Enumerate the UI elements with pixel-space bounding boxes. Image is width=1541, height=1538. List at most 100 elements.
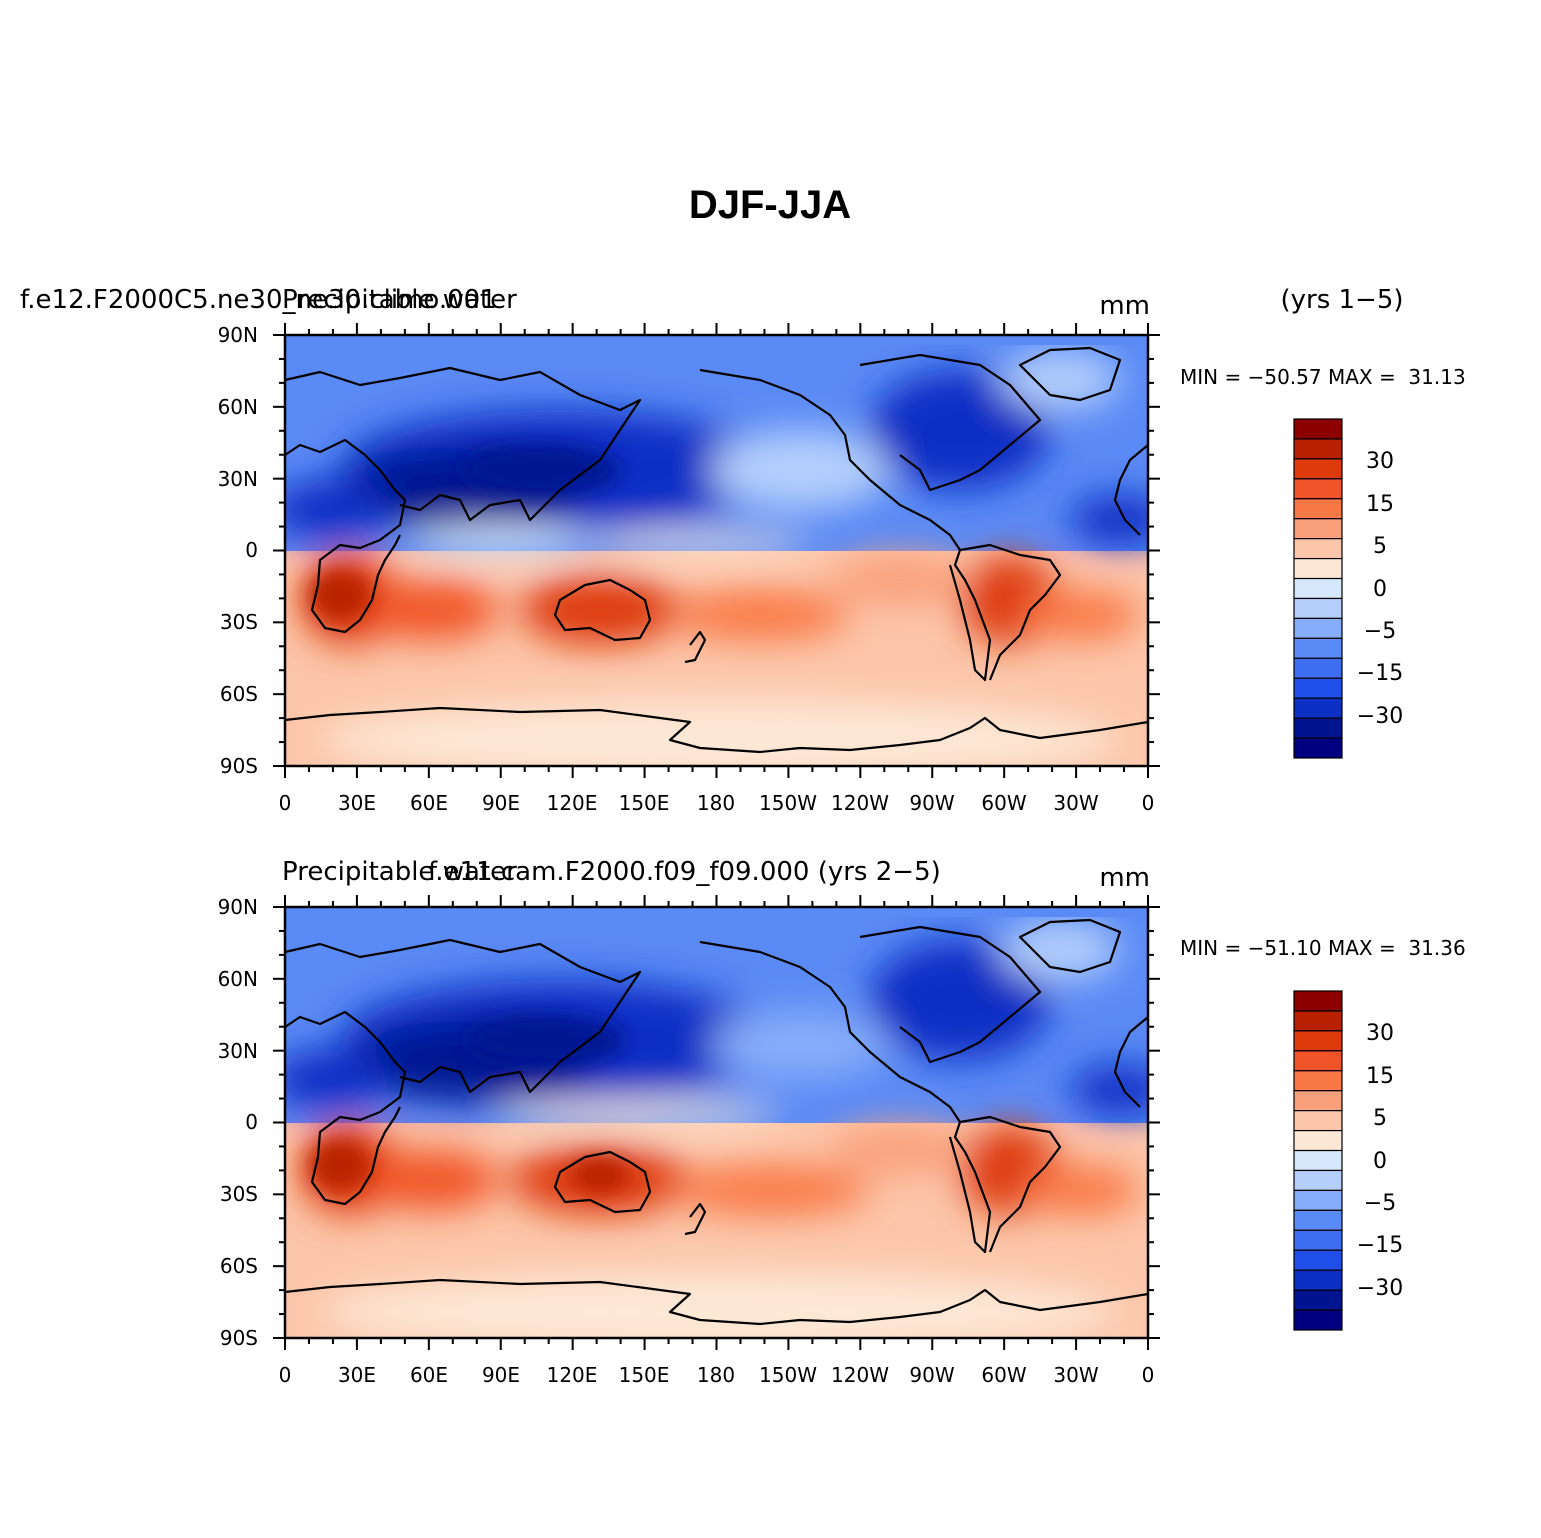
x-tick-labels: 0 30E 60E 90E 120E 150E 180 150W 120W 90… — [279, 791, 1155, 815]
colorbar-swatch — [1293, 1070, 1343, 1092]
y-tick-label: 60S — [220, 682, 258, 706]
colorbar-labels: 30 15 5 0 −5 −15 −30 — [1357, 449, 1403, 729]
colorbar-swatch — [1293, 438, 1343, 460]
x-tick-label: 120W — [831, 791, 889, 815]
panel-years: (yrs 1−5) — [1280, 285, 1403, 315]
colorbar-label: −15 — [1357, 1233, 1403, 1258]
x-tick-label: 30E — [338, 1363, 376, 1387]
colorbar-swatch — [1293, 990, 1343, 1012]
axis-ticks — [273, 323, 1160, 778]
colorbar-label: 0 — [1373, 1149, 1387, 1174]
x-tick-label: 150W — [759, 791, 817, 815]
colorbar-labels: 30 15 5 0 −5 −15 −30 — [1357, 1021, 1403, 1301]
y-tick-label: 0 — [245, 1110, 258, 1134]
x-tick-label: 90E — [482, 1363, 520, 1387]
colorbar-swatch — [1293, 1110, 1343, 1132]
panel-center-title: f.e11.cam.F2000.f09_f09.000 (yrs 2−5) — [428, 857, 941, 887]
map-field — [285, 907, 1148, 1338]
colorbar-swatch — [1293, 518, 1343, 540]
map-field — [285, 335, 1148, 766]
panel-bottom: Precipitable water f.e11.cam.F2000.f09_f… — [218, 857, 1466, 1387]
min-max-label: MIN = −50.57 MAX = 31.13 — [1180, 365, 1466, 389]
colorbar-swatch — [1293, 657, 1343, 679]
x-tick-label: 150E — [619, 791, 670, 815]
x-tick-label: 180 — [697, 791, 735, 815]
colorbar-swatch — [1293, 1010, 1343, 1032]
panel-top: f.e12.F2000C5.ne30_ne30.climo.001 Precip… — [20, 285, 1466, 815]
x-tick-label: 180 — [697, 1363, 735, 1387]
panel-left-title: Precipitable water — [282, 857, 517, 887]
colorbar-swatch — [1293, 577, 1343, 600]
y-tick-label: 90S — [220, 1326, 258, 1350]
colorbar-swatch — [1293, 737, 1343, 759]
x-tick-label: 90E — [482, 791, 520, 815]
y-tick-label: 30S — [220, 1182, 258, 1206]
x-tick-label: 60E — [410, 791, 448, 815]
colorbar-label: 15 — [1366, 492, 1394, 517]
coastlines — [284, 918, 1149, 1326]
y-tick-label: 60N — [218, 395, 258, 419]
y-tick-label: 60S — [220, 1254, 258, 1278]
page-title: DJF-JJA — [689, 183, 851, 227]
colorbar-label: −5 — [1364, 619, 1396, 644]
x-tick-label: 30E — [338, 791, 376, 815]
x-tick-label: 120W — [831, 1363, 889, 1387]
x-tick-label: 150E — [619, 1363, 670, 1387]
colorbar-swatch — [1293, 697, 1343, 719]
colorbar-swatch — [1293, 597, 1343, 620]
colorbar-swatch — [1293, 1229, 1343, 1251]
colorbar-swatch — [1293, 1249, 1343, 1271]
colorbar-swatch — [1293, 677, 1343, 699]
colorbar-swatch — [1293, 458, 1343, 480]
colorbar-swatch — [1293, 717, 1343, 739]
colorbar-label: 30 — [1366, 449, 1394, 474]
colorbar-swatch — [1293, 538, 1343, 560]
min-max-label: MIN = −51.10 MAX = 31.36 — [1180, 936, 1466, 960]
colorbar — [1293, 418, 1343, 759]
colorbar-label: 5 — [1373, 1106, 1387, 1131]
y-tick-label: 0 — [245, 538, 258, 562]
y-tick-label: 90N — [218, 895, 258, 919]
y-tick-label: 30S — [220, 610, 258, 634]
panel-center-title: Precipitable water — [282, 285, 517, 315]
x-tick-label: 60W — [981, 1363, 1026, 1387]
x-tick-label: 90W — [909, 791, 954, 815]
panel-units: mm — [1099, 863, 1150, 893]
y-tick-labels: 90N 60N 30N 0 30S 60S 90S — [218, 323, 258, 778]
y-tick-labels: 90N 60N 30N 0 30S 60S 90S — [218, 895, 258, 1350]
colorbar-swatch — [1293, 1289, 1343, 1311]
colorbar-swatch — [1293, 617, 1343, 639]
colorbar-swatch — [1293, 1030, 1343, 1052]
colorbar-swatch — [1293, 418, 1343, 440]
x-tick-label: 90W — [909, 1363, 954, 1387]
x-tick-label: 150W — [759, 1363, 817, 1387]
colorbar-label: −5 — [1364, 1191, 1396, 1216]
x-tick-label: 120E — [547, 1363, 598, 1387]
colorbar-label: 0 — [1373, 577, 1387, 602]
x-tick-label: 120E — [547, 791, 598, 815]
x-tick-label: 60W — [981, 791, 1026, 815]
colorbar-swatch — [1293, 1269, 1343, 1291]
colorbar-label: −30 — [1357, 704, 1403, 729]
colorbar-swatch — [1293, 1050, 1343, 1072]
x-tick-label: 0 — [279, 791, 292, 815]
panel-left-title: f.e12.F2000C5.ne30_ne30.climo.001 — [20, 285, 497, 315]
colorbar-swatch — [1293, 1129, 1343, 1152]
y-tick-label: 90S — [220, 754, 258, 778]
x-tick-label: 0 — [279, 1363, 292, 1387]
colorbar-label: −15 — [1357, 661, 1403, 686]
y-tick-label: 30N — [218, 467, 258, 491]
y-tick-label: 30N — [218, 1039, 258, 1063]
y-tick-label: 60N — [218, 967, 258, 991]
axis-ticks — [273, 895, 1160, 1350]
colorbar-swatch — [1293, 557, 1343, 580]
colorbar-swatch — [1293, 637, 1343, 659]
colorbar-label: 30 — [1366, 1021, 1394, 1046]
colorbar-swatch — [1293, 1169, 1343, 1192]
colorbar-label: −30 — [1357, 1276, 1403, 1301]
x-tick-label: 0 — [1142, 791, 1155, 815]
x-tick-labels: 0 30E 60E 90E 120E 150E 180 150W 120W 90… — [279, 1363, 1155, 1387]
colorbar-label: 5 — [1373, 534, 1387, 559]
colorbar-swatch — [1293, 1090, 1343, 1112]
